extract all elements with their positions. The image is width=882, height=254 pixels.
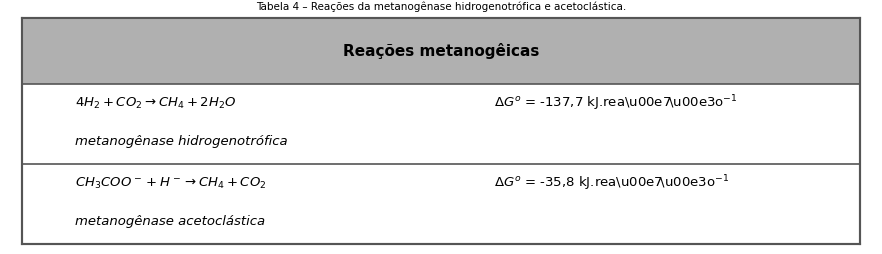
Text: Tabela 4 – Reações da metanogênase hidrogenotrófica e acetoclástica.: Tabela 4 – Reações da metanogênase hidro…	[256, 1, 626, 12]
Text: Reações metanogêicas: Reações metanogêicas	[343, 43, 539, 59]
Text: metanogênase hidrogenotrófica: metanogênase hidrogenotrófica	[75, 135, 288, 148]
Text: $CH_3COO^- + H^- \rightarrow CH_4 + CO_2$: $CH_3COO^- + H^- \rightarrow CH_4 + CO_2…	[75, 176, 266, 191]
Text: $4H_2 + CO_2 \rightarrow CH_4 + 2H_2O$: $4H_2 + CO_2 \rightarrow CH_4 + 2H_2O$	[75, 96, 236, 111]
Bar	[22, 18, 860, 244]
Text: $\Delta G^o$ = -35,8 kJ.rea\u00e7\u00e3o$^{-1}$: $\Delta G^o$ = -35,8 kJ.rea\u00e7\u00e3o…	[494, 174, 729, 193]
Bar	[22, 18, 860, 84]
Text: metanogênase acetoclástica: metanogênase acetoclástica	[75, 215, 265, 228]
Text: $\Delta G^o$ = -137,7 kJ.rea\u00e7\u00e3o$^{-1}$: $\Delta G^o$ = -137,7 kJ.rea\u00e7\u00e3…	[494, 94, 737, 113]
